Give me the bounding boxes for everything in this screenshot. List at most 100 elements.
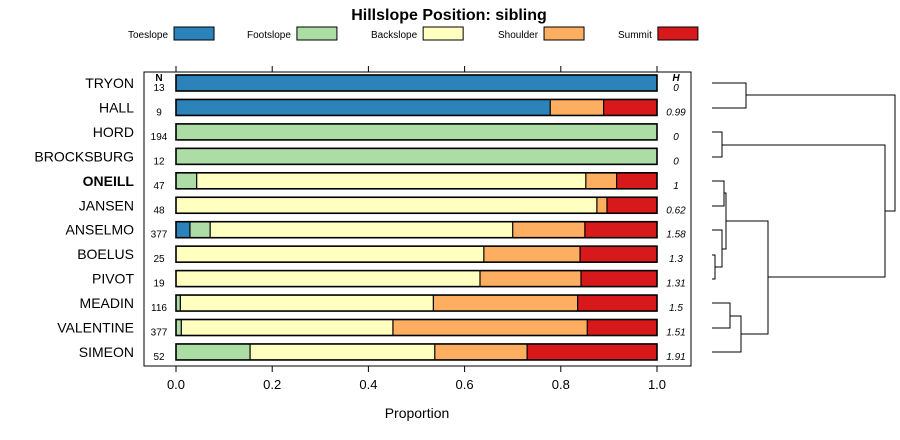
bar-segment-footslope bbox=[176, 319, 182, 336]
legend-swatch-shoulder bbox=[543, 26, 585, 41]
bar-segment-backslope bbox=[210, 221, 513, 238]
bar-segment-summit bbox=[581, 270, 657, 287]
bar-row-meadin: MEADIN 116 1.5 bbox=[80, 294, 683, 314]
bar-segment-summit bbox=[587, 319, 657, 336]
bar-outline bbox=[175, 123, 658, 141]
x-tick-label: 0.6 bbox=[456, 377, 474, 392]
x-axis: 0.0 0.2 0.4 0.6 0.8 1.0 bbox=[167, 66, 666, 392]
n-value: 377 bbox=[151, 328, 168, 339]
bar-segment-footslope bbox=[176, 148, 657, 165]
bar-outline bbox=[175, 343, 658, 361]
row-label: ONEILL bbox=[83, 173, 135, 189]
n-value: 116 bbox=[151, 303, 167, 314]
n-value: 13 bbox=[153, 83, 165, 94]
bar-outline bbox=[175, 196, 658, 215]
bar-outline bbox=[175, 147, 658, 166]
bar-segment-toeslope bbox=[176, 99, 551, 116]
h-value: 0 bbox=[673, 83, 679, 94]
legend-swatch-toeslope bbox=[173, 26, 215, 41]
bar-segment-summit bbox=[580, 246, 657, 263]
dendrogram-link bbox=[726, 220, 769, 335]
plot-area: N H TRYON 13 0 HALL 9 0.99 HORD 194 0 BROCKSBURG 1… bbox=[34, 66, 692, 392]
bar-segment-summit bbox=[603, 99, 657, 116]
dendrogram-link bbox=[712, 315, 742, 353]
row-label: MEADIN bbox=[80, 295, 134, 311]
bar-outline bbox=[175, 294, 658, 312]
bar-segment-summit bbox=[584, 221, 657, 238]
row-label: JANSEN bbox=[79, 197, 134, 213]
dendrogram-link bbox=[712, 82, 747, 109]
h-value: 0 bbox=[673, 132, 679, 143]
bar-outline bbox=[175, 172, 658, 190]
row-label: SIMEON bbox=[79, 344, 134, 360]
bar-segment-backslope bbox=[180, 295, 434, 312]
n-value: 52 bbox=[153, 352, 165, 363]
h-value: 0.99 bbox=[666, 107, 686, 118]
h-value: 1.51 bbox=[666, 328, 685, 339]
bar-row-boelus: BOELUS 25 1.3 bbox=[77, 245, 683, 265]
dendrogram-link bbox=[712, 180, 725, 207]
bar-row-oneill: ONEILL 47 1 bbox=[83, 172, 679, 192]
bar-outline bbox=[175, 269, 658, 288]
row-label: HALL bbox=[99, 99, 134, 115]
h-value: 0.62 bbox=[666, 205, 686, 216]
bar-segment-summit bbox=[616, 172, 658, 189]
h-column-header: H bbox=[672, 73, 680, 84]
bar-segment-shoulder bbox=[550, 99, 604, 116]
bar-segment-backslope bbox=[176, 197, 597, 214]
x-tick-label: 0.4 bbox=[359, 377, 377, 392]
plot-frame bbox=[143, 71, 692, 367]
bar-segment-toeslope bbox=[176, 75, 657, 91]
row-label: TRYON bbox=[85, 75, 134, 91]
bar-segment-shoulder bbox=[512, 221, 585, 238]
bar-row-hall: HALL 9 0.99 bbox=[99, 98, 686, 118]
h-value: 1.5 bbox=[669, 303, 683, 314]
x-tick-label: 1.0 bbox=[648, 377, 666, 392]
bar-segment-footslope bbox=[189, 221, 211, 238]
bar-segment-summit bbox=[527, 343, 657, 360]
legend-swatch-backslope bbox=[422, 26, 464, 41]
dendrogram bbox=[712, 82, 896, 353]
h-value: 1.91 bbox=[666, 352, 685, 363]
bar-row-tryon: TRYON 13 0 bbox=[85, 74, 679, 94]
chart-title: Hillslope Position: sibling bbox=[351, 7, 547, 24]
bar-row-brocksburg: BROCKSBURG 12 0 bbox=[34, 147, 679, 167]
bar-outline bbox=[175, 318, 658, 337]
dendrogram-link bbox=[712, 302, 731, 329]
legend-label-toeslope: Toeslope bbox=[128, 30, 168, 41]
bar-segment-shoulder bbox=[434, 343, 528, 360]
bar-segment-footslope bbox=[176, 343, 251, 360]
bar-segment-shoulder bbox=[392, 319, 588, 336]
bar-outline bbox=[175, 245, 658, 263]
bar-segment-footslope bbox=[176, 172, 197, 189]
legend-label-footslope: Footslope bbox=[247, 30, 291, 41]
bar-segment-footslope bbox=[176, 295, 181, 312]
dendrogram-link bbox=[712, 254, 716, 280]
bar-segment-footslope bbox=[176, 123, 657, 140]
row-label: ANSELMO bbox=[66, 222, 135, 238]
bar-row-hord: HORD 194 0 bbox=[93, 123, 679, 143]
n-column-header: N bbox=[155, 73, 162, 84]
h-value: 0 bbox=[673, 156, 679, 167]
bar-segment-summit bbox=[606, 197, 657, 214]
bar-segment-shoulder bbox=[433, 295, 578, 312]
legend-label-summit: Summit bbox=[618, 30, 652, 41]
x-tick-label: 0.2 bbox=[263, 377, 281, 392]
h-value: 1.3 bbox=[669, 254, 683, 265]
bars: TRYON 13 0 HALL 9 0.99 HORD 194 0 BROCKSBURG 12 0 ON… bbox=[34, 74, 686, 363]
x-tick-label: 0.8 bbox=[552, 377, 570, 392]
bar-outline bbox=[175, 74, 658, 92]
row-label: VALENTINE bbox=[57, 320, 134, 336]
bar-segment-backslope bbox=[181, 319, 393, 336]
bar-segment-backslope bbox=[196, 172, 586, 189]
bar-outline bbox=[175, 98, 658, 117]
dendrogram-link bbox=[722, 144, 886, 278]
bar-segment-backslope bbox=[176, 246, 484, 263]
dendrogram-link bbox=[746, 94, 896, 212]
n-value: 377 bbox=[151, 230, 168, 241]
bar-row-simeon: SIMEON 52 1.91 bbox=[79, 343, 686, 363]
h-value: 1 bbox=[673, 181, 679, 192]
legend-swatch-footslope bbox=[296, 26, 338, 41]
bar-row-valentine: VALENTINE 377 1.51 bbox=[57, 318, 686, 339]
